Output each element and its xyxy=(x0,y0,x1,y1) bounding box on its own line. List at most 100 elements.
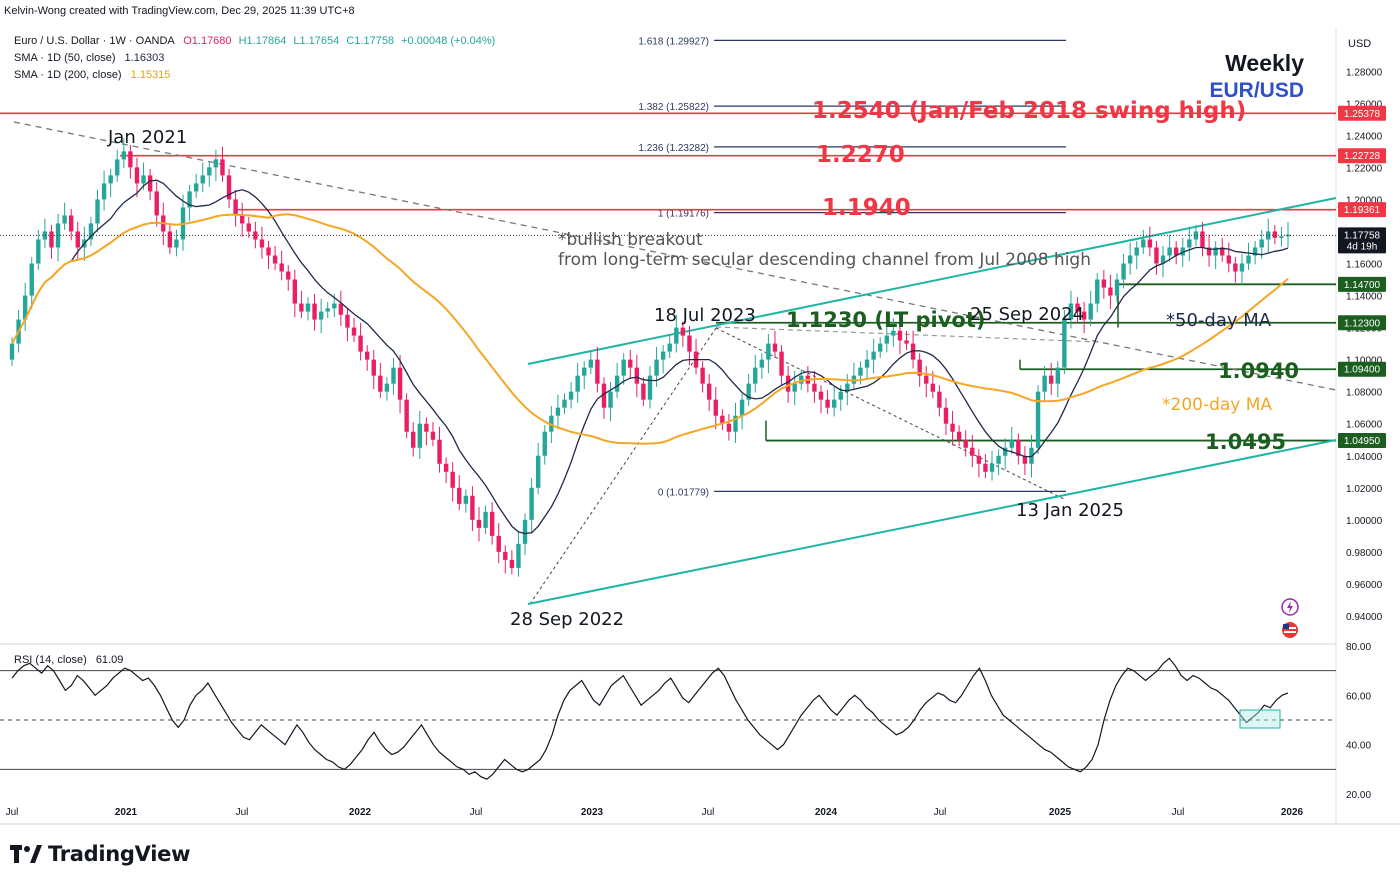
candle-body xyxy=(36,239,41,264)
candle-body xyxy=(1068,303,1074,320)
candle-body xyxy=(542,431,547,456)
candle-body xyxy=(1016,439,1021,456)
candle-body xyxy=(470,495,475,520)
candle-body xyxy=(628,359,633,368)
candle-body xyxy=(1173,247,1179,256)
tradingview-logo: TradingView xyxy=(10,842,190,866)
candle-body xyxy=(739,399,745,416)
candle-body xyxy=(1127,255,1133,264)
candle-body xyxy=(812,383,817,392)
candle-body xyxy=(687,335,692,352)
candle-body xyxy=(496,535,501,552)
candle-body xyxy=(424,423,429,432)
candle-body xyxy=(930,383,936,392)
candle-body xyxy=(220,159,225,176)
alert-icon[interactable] xyxy=(1281,598,1299,616)
candle-body xyxy=(1022,455,1028,464)
candle-body xyxy=(279,263,284,272)
x-tick-label: Jul xyxy=(470,807,483,818)
candle-body xyxy=(989,463,995,472)
candle-body xyxy=(1035,391,1041,448)
candle-body xyxy=(1095,279,1100,304)
candle-body xyxy=(332,303,337,309)
candle-body xyxy=(463,495,469,504)
candle-body xyxy=(1193,231,1199,240)
y-tick-label: 1.04000 xyxy=(1346,452,1383,463)
candle-body xyxy=(535,455,541,488)
candle-body xyxy=(976,455,982,464)
candle-body xyxy=(845,383,850,392)
candle-body xyxy=(128,151,133,168)
candle-body xyxy=(943,407,949,424)
candle-body xyxy=(259,239,265,248)
annotation-breakout-2: from long-term secular descending channe… xyxy=(558,250,1091,270)
candle-body xyxy=(509,559,515,568)
candle-body xyxy=(1147,239,1153,248)
y-tick-label: 0.94000 xyxy=(1346,612,1383,623)
y-tick-label: 0.98000 xyxy=(1346,548,1383,559)
candle-body xyxy=(884,335,889,344)
channel-lower-line xyxy=(527,439,1337,605)
candle-body xyxy=(674,327,679,344)
fib-level-label: 1.382 (1.25822) xyxy=(638,102,709,113)
candle-body xyxy=(1180,247,1185,256)
ohlc-change: +0.00048 (+0.04%) xyxy=(401,35,495,47)
price-tag-support xyxy=(1338,433,1386,449)
candle-body xyxy=(417,423,422,448)
candle-body xyxy=(351,327,357,336)
annotation-jan2021: Jan 2021 xyxy=(107,127,187,148)
candle-body xyxy=(1266,231,1271,240)
rsi-highlight-box xyxy=(1239,709,1281,729)
candle-body xyxy=(503,551,508,560)
candle-body xyxy=(858,367,863,376)
candle-body xyxy=(799,375,804,384)
candle-body xyxy=(134,167,140,184)
price-tag-text: 1.17758 xyxy=(1344,230,1381,241)
candle-body xyxy=(22,295,28,320)
rsi-tick-label: 20.00 xyxy=(1346,790,1371,801)
fib-level-label: 1.618 (1.29927) xyxy=(638,36,709,47)
candle-body xyxy=(141,175,146,184)
candle-body xyxy=(706,383,712,400)
candle-body xyxy=(115,159,120,176)
y-tick-label: 0.96000 xyxy=(1346,580,1383,591)
candle-body xyxy=(726,423,732,432)
candle-body xyxy=(325,308,330,312)
channel-upper-line xyxy=(527,197,1337,365)
candle-body xyxy=(950,423,955,432)
x-tick-label: Jul xyxy=(934,807,947,818)
candle-body xyxy=(108,175,113,184)
fib-level-label: 0 (1.01779) xyxy=(658,487,709,498)
candle-body xyxy=(1055,367,1060,384)
sma200-label: SMA · 1D (200, close) xyxy=(14,69,122,81)
fib-level-label: 1 (1.19176) xyxy=(658,209,709,220)
candle-body xyxy=(772,343,778,352)
candle-body xyxy=(371,359,376,376)
candle-body xyxy=(121,151,127,160)
rsi-legend: RSI (14, close) 61.09 xyxy=(14,654,123,666)
price-tag-support xyxy=(1338,361,1386,377)
candle-body xyxy=(831,399,837,408)
candle-body xyxy=(226,175,232,200)
candle-body xyxy=(1246,255,1251,264)
credit-text: Kelvin-Wong created with TradingView.com… xyxy=(4,5,355,17)
candle-body xyxy=(621,359,626,376)
candle-body xyxy=(825,399,830,408)
candle-body xyxy=(1002,447,1008,456)
candle-body xyxy=(240,215,245,224)
candle-body xyxy=(641,383,646,400)
candle-body xyxy=(233,199,238,216)
candle-body xyxy=(1213,247,1218,256)
price-tag-text: 1.12300 xyxy=(1344,318,1381,329)
flag-icon[interactable] xyxy=(1282,622,1298,638)
fib-swing-line-1 xyxy=(529,327,717,605)
y-tick-label: 1.24000 xyxy=(1346,131,1383,142)
price-tag-resistance xyxy=(1338,148,1386,164)
candle-body xyxy=(55,223,61,248)
rsi-tick-label: 40.00 xyxy=(1346,741,1371,752)
price-tag-resistance xyxy=(1338,105,1386,121)
candle-body xyxy=(700,367,705,384)
x-tick-label: Jul xyxy=(236,807,249,818)
candle-body xyxy=(200,175,205,184)
candle-body xyxy=(95,199,100,224)
